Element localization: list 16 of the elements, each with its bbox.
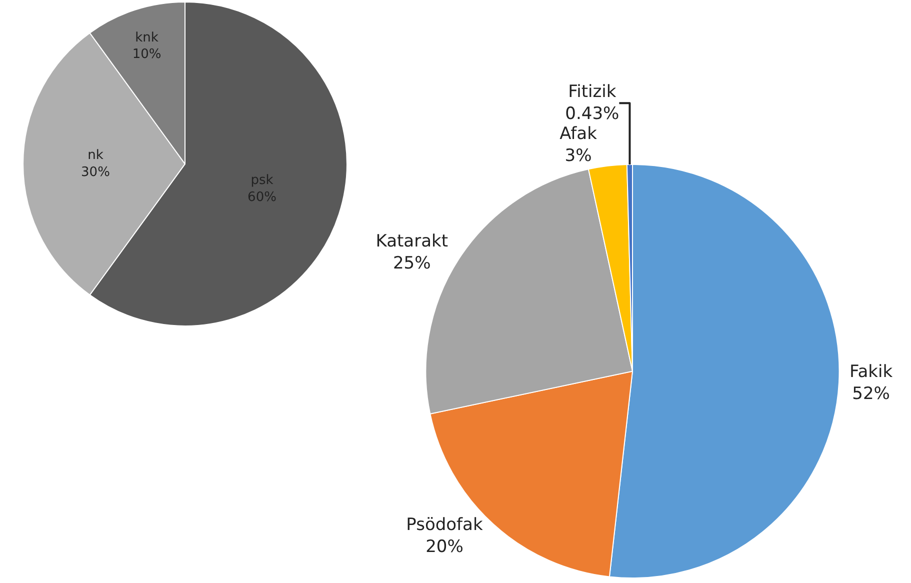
slice-label: nk (88, 148, 104, 163)
data-label: 3% (564, 146, 592, 166)
data-label: 60% (248, 190, 276, 205)
data-label: 0.43% (565, 104, 620, 124)
data-label: 25% (392, 254, 431, 274)
data-label: 10% (132, 47, 162, 62)
data-label: 20% (426, 536, 464, 557)
slice-label: psk (250, 173, 274, 188)
slice-label: knk (135, 30, 159, 46)
slice-label: Katarakt (376, 232, 448, 252)
slice-label: Fakik (849, 362, 893, 382)
data-label: 52% (852, 384, 890, 404)
data-label: 30% (81, 164, 110, 180)
slice-label: Afak (560, 124, 598, 144)
slice-label: Fitizik (568, 82, 616, 102)
slice-label: Psödofak (406, 514, 483, 535)
